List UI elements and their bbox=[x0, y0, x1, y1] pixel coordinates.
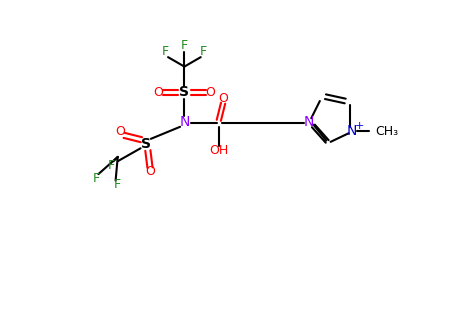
Text: +: + bbox=[355, 121, 364, 131]
Text: O: O bbox=[218, 92, 228, 105]
Text: O: O bbox=[145, 166, 155, 178]
Text: F: F bbox=[108, 159, 115, 172]
Text: O: O bbox=[115, 124, 125, 138]
Text: CH₃: CH₃ bbox=[375, 124, 398, 138]
Text: OH: OH bbox=[209, 144, 228, 157]
Text: S: S bbox=[179, 85, 189, 99]
Text: N: N bbox=[179, 116, 190, 129]
Text: F: F bbox=[93, 172, 100, 185]
Text: N: N bbox=[304, 116, 314, 129]
Text: O: O bbox=[154, 86, 163, 99]
Text: S: S bbox=[141, 137, 151, 151]
Text: F: F bbox=[161, 45, 169, 58]
Text: F: F bbox=[200, 45, 207, 58]
Text: O: O bbox=[205, 86, 215, 99]
Text: F: F bbox=[181, 39, 188, 52]
Text: F: F bbox=[114, 178, 121, 191]
Text: N: N bbox=[347, 124, 357, 138]
